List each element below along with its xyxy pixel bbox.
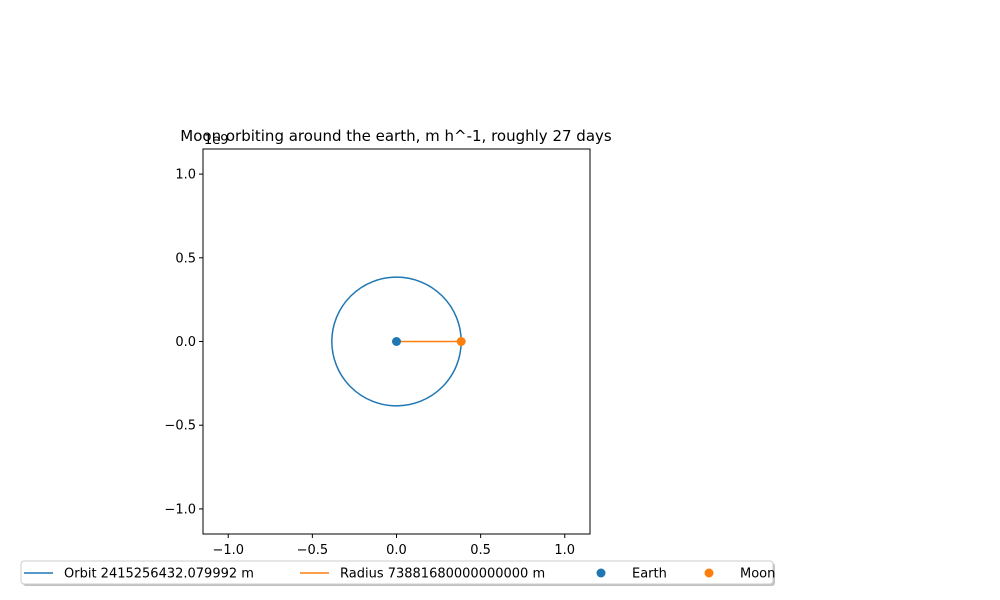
legend-label: Radius 73881680000000000 m [340,567,545,582]
y-tick-label: −0.5 [164,419,196,434]
y-tick-label: 0.5 [175,251,196,266]
y-tick-label: 0.0 [175,335,196,350]
chart-title: Moon orbiting around the earth, m h^-1, … [180,127,612,145]
legend: Orbit 2415256432.079992 m Radius 73881680… [20,560,775,586]
legend-box [20,560,774,585]
moon-point [456,337,466,346]
x-tick-label: 0.5 [470,543,491,558]
y-tick-label: 1.0 [175,168,196,183]
x-tick-label: −1.0 [212,543,244,558]
x-tick-label: −0.5 [297,543,329,558]
plot-area [331,276,466,407]
y-axis: −1.0 −0.5 0.0 0.5 1.0 [164,168,203,517]
y-tick-label: −1.0 [164,502,196,517]
x-axis: −1.0 −0.5 0.0 0.5 1.0 [212,534,575,558]
x-tick-label: 0.0 [386,543,407,558]
x-tick-label: 1.0 [554,543,575,558]
earth-point [392,337,401,346]
legend-label: Orbit 2415256432.079992 m [64,567,254,582]
legend-handle [596,568,606,578]
legend-label: Moon [740,567,775,582]
legend-label: Earth [632,567,667,582]
y-scale-note: 1e9 [204,133,229,148]
legend-handle [704,568,714,578]
